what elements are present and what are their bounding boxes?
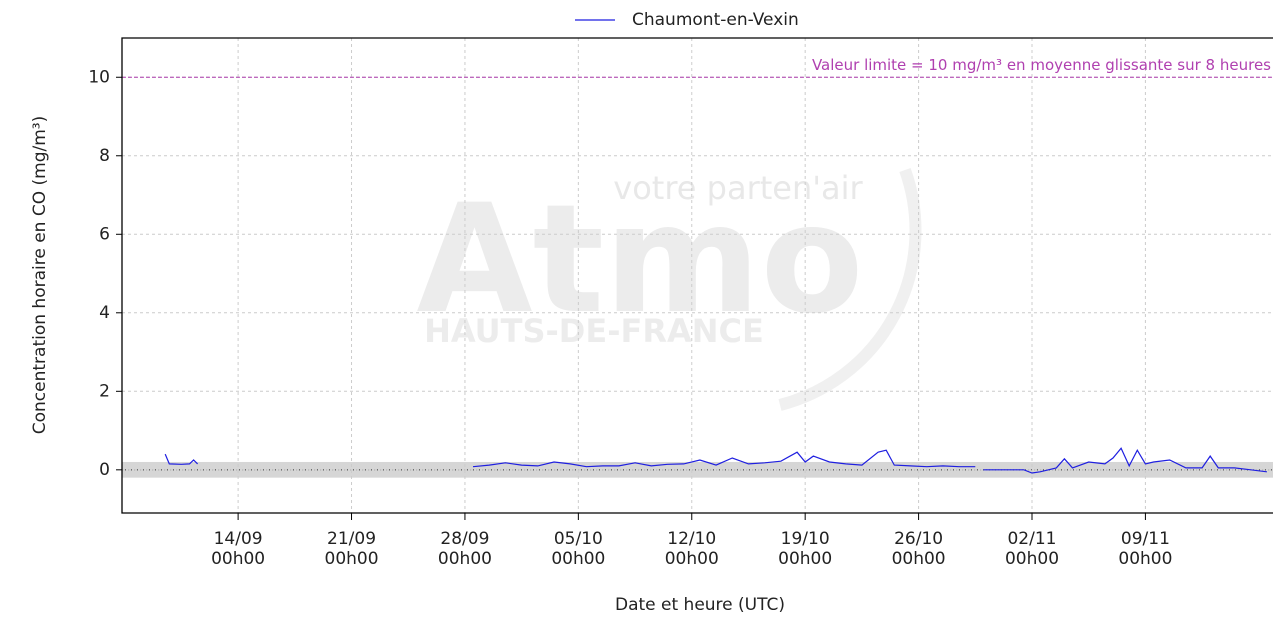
x-tick-label: 00h00 bbox=[551, 549, 605, 569]
x-tick-label: 12/10 bbox=[667, 529, 716, 549]
x-tick-label: 00h00 bbox=[211, 549, 265, 569]
x-tick-label: 14/09 bbox=[214, 529, 263, 549]
legend-label: Chaumont-en-Vexin bbox=[632, 10, 799, 30]
series-line bbox=[164, 447, 1267, 474]
x-tick-label: 21/09 bbox=[327, 529, 376, 549]
y-tick-label: 0 bbox=[99, 460, 110, 480]
x-tick-label: 00h00 bbox=[892, 549, 946, 569]
x-tick-label: 00h00 bbox=[325, 549, 379, 569]
y-tick-label: 6 bbox=[99, 224, 110, 244]
x-tick-label: 00h00 bbox=[1005, 549, 1059, 569]
y-tick-label: 8 bbox=[99, 146, 110, 166]
y-tick-label: 2 bbox=[99, 381, 110, 401]
x-tick-label: 09/11 bbox=[1121, 529, 1170, 549]
y-tick-label: 4 bbox=[99, 303, 110, 323]
axis-frame bbox=[121, 37, 1273, 514]
watermark-tagline: votre parten'air bbox=[613, 169, 863, 207]
watermark-arc bbox=[778, 167, 922, 411]
x-tick-label: 00h00 bbox=[1118, 549, 1172, 569]
y-tick-label: 10 bbox=[88, 67, 110, 87]
watermark-logo: Atmo bbox=[416, 173, 863, 347]
limit-annotation: Valeur limite = 10 mg/m³ en moyenne glis… bbox=[812, 56, 1271, 74]
x-tick-label: 26/10 bbox=[894, 529, 943, 549]
x-tick-label: 02/11 bbox=[1007, 529, 1056, 549]
zero-band bbox=[122, 461, 1273, 478]
x-axis-label: Date et heure (UTC) bbox=[615, 595, 785, 615]
watermark-region: HAUTS-DE-FRANCE bbox=[424, 312, 764, 350]
x-tick-label: 00h00 bbox=[665, 549, 719, 569]
x-tick-label: 00h00 bbox=[438, 549, 492, 569]
x-tick-label: 05/10 bbox=[554, 529, 603, 549]
x-tick-label: 28/09 bbox=[440, 529, 489, 549]
y-axis-label: Concentration horaire en CO (mg/m³) bbox=[30, 116, 50, 434]
x-tick-label: 00h00 bbox=[778, 549, 832, 569]
x-tick-label: 19/10 bbox=[781, 529, 830, 549]
